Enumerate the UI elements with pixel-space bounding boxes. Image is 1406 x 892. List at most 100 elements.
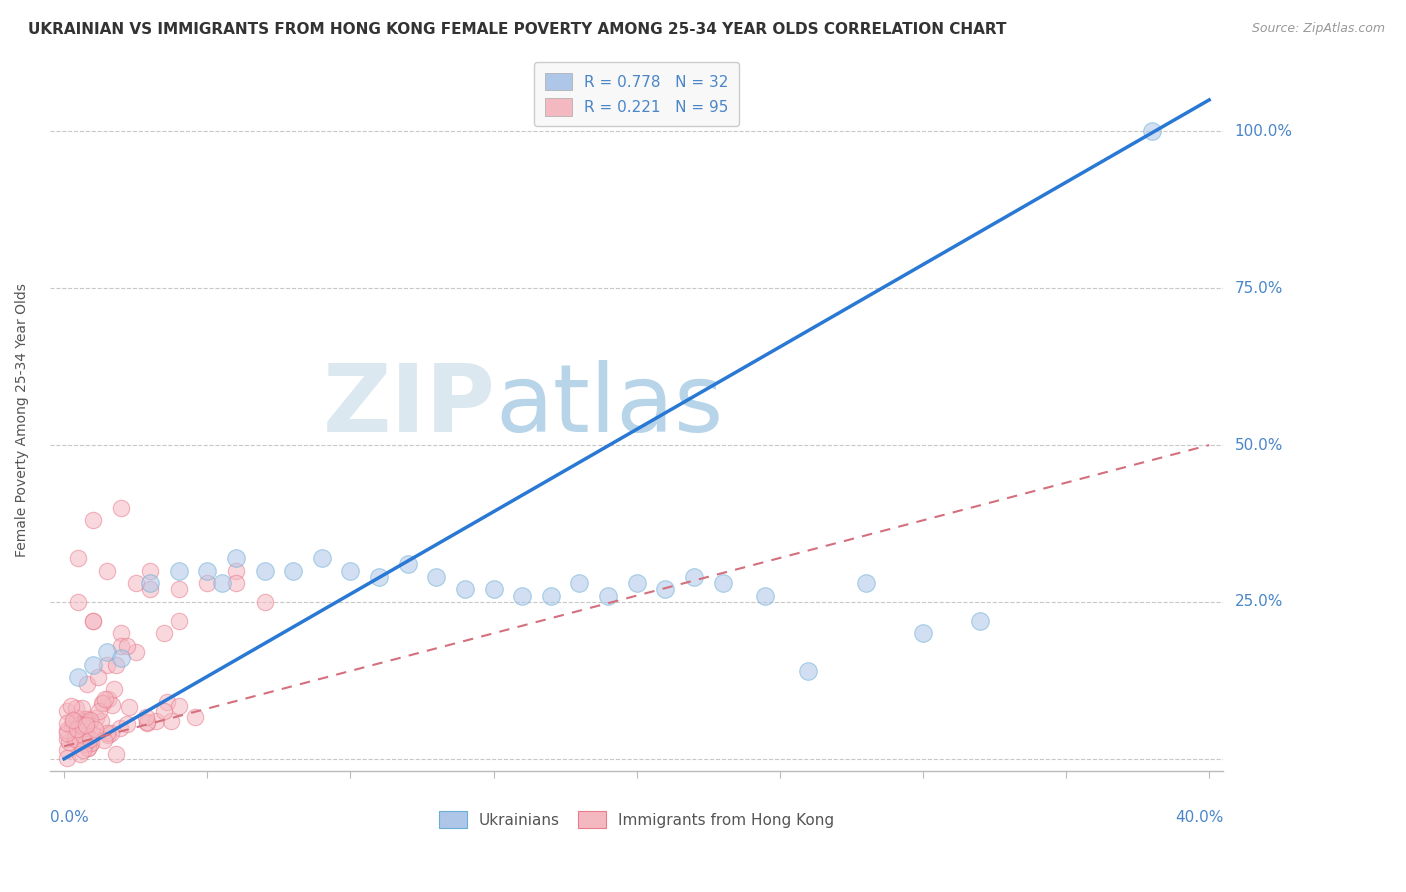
Y-axis label: Female Poverty Among 25-34 Year Olds: Female Poverty Among 25-34 Year Olds [15,283,30,557]
Point [125,645,148,659]
Point [73,724,96,739]
Point [60,720,83,734]
Point [79,727,101,741]
Point [797,664,820,678]
Point [56,731,79,746]
Point [110,639,132,653]
Point [75,718,97,732]
Text: Source: ZipAtlas.com: Source: ZipAtlas.com [1251,22,1385,36]
Point [82,614,104,628]
Point [169,698,191,713]
Point [69,722,91,736]
Point [63,730,86,744]
Point [91,697,114,711]
Point [75,713,97,727]
Point [115,716,138,731]
Point [135,715,157,730]
Point [69,734,91,748]
Text: UKRAINIAN VS IMMIGRANTS FROM HONG KONG FEMALE POVERTY AMONG 25-34 YEAR OLDS CORR: UKRAINIAN VS IMMIGRANTS FROM HONG KONG F… [28,22,1007,37]
Point [80,736,103,750]
Point [110,651,132,665]
Point [167,582,190,597]
Point [56,716,79,731]
Point [104,657,127,672]
Point [195,564,218,578]
Point [139,582,162,597]
Point [84,723,107,737]
Point [225,551,247,566]
Point [62,718,84,732]
Point [167,614,190,628]
Point [87,704,110,718]
Point [79,732,101,747]
Point [711,576,734,591]
Point [82,513,104,527]
Point [101,698,124,712]
Point [281,564,304,578]
Point [67,670,90,684]
Point [145,714,167,728]
Point [82,657,104,672]
Point [67,551,90,566]
Point [683,570,706,584]
Point [90,714,112,728]
Point [67,595,90,609]
Point [72,701,94,715]
Point [65,701,87,715]
Point [153,704,176,718]
Point [311,551,333,566]
Point [82,727,104,741]
Point [626,576,648,591]
Point [58,735,80,749]
Point [93,733,115,747]
Point [225,564,247,578]
Point [82,614,104,628]
Text: 0.0%: 0.0% [49,810,89,825]
Point [134,710,156,724]
Point [110,500,132,515]
Point [1140,124,1163,138]
Point [97,728,120,742]
Point [184,710,207,724]
Point [60,716,83,731]
Point [139,564,162,578]
Point [225,576,247,591]
Point [654,582,676,597]
Point [56,723,79,738]
Point [118,700,141,714]
Point [72,743,94,757]
Point [510,589,533,603]
Point [396,558,419,572]
Point [69,747,91,761]
Text: 75.0%: 75.0% [1234,281,1282,295]
Text: 50.0%: 50.0% [1234,438,1282,452]
Point [482,582,505,597]
Point [84,711,107,725]
Legend: Ukrainians, Immigrants from Hong Kong: Ukrainians, Immigrants from Hong Kong [433,805,841,834]
Point [855,576,877,591]
Point [540,589,562,603]
Point [59,698,82,713]
Point [139,576,162,591]
Point [115,639,138,653]
Point [75,723,97,738]
Point [167,564,190,578]
Point [108,722,131,736]
Point [56,704,79,718]
Point [96,645,118,659]
Point [69,724,91,739]
Point [87,670,110,684]
Point [65,732,87,747]
Point [339,564,361,578]
Point [195,576,218,591]
Point [911,626,934,640]
Point [80,736,103,750]
Point [253,564,276,578]
Point [100,725,122,739]
Point [56,725,79,739]
Point [76,676,98,690]
Point [62,713,84,727]
Point [135,715,157,730]
Text: 100.0%: 100.0% [1234,124,1292,139]
Point [72,719,94,733]
